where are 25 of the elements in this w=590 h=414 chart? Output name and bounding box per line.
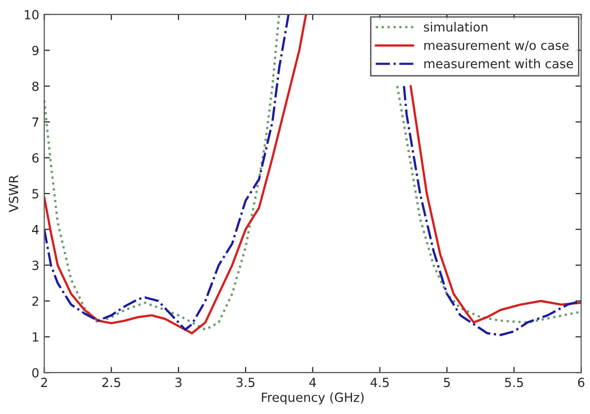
legend-label: simulation — [424, 22, 488, 32]
x-tick-label: 3.5 — [236, 378, 254, 388]
legend-label: measurement with case — [424, 58, 573, 68]
y-tick-label: 7 — [32, 118, 38, 127]
y-axis-title: VSWR — [8, 175, 18, 212]
x-tick-label: 2 — [41, 378, 47, 387]
y-tick-label: 6 — [32, 153, 39, 163]
x-tick-label: 4.5 — [370, 378, 389, 388]
y-tick-label: 9 — [32, 46, 39, 56]
x-tick-label: 6 — [578, 378, 584, 388]
y-tick-label: 1 — [32, 332, 38, 342]
x-tick-label: 5.5 — [505, 378, 523, 388]
y-tick-label: 3 — [32, 260, 38, 270]
legend-label: measurement w/o case — [424, 40, 569, 51]
y-tick-label: 4 — [32, 224, 39, 234]
y-tick-label: 0 — [32, 368, 39, 378]
y-tick-label: 2 — [32, 296, 38, 306]
x-tick-label: 3 — [175, 378, 182, 388]
x-tick-label: 5 — [444, 378, 450, 388]
x-tick-label: 2.5 — [102, 378, 120, 388]
y-tick-label: 8 — [32, 82, 39, 92]
y-tick-label: 5 — [32, 189, 38, 198]
x-tick-label: 4 — [309, 378, 316, 387]
y-tick-label: 10 — [24, 10, 39, 20]
x-axis-title: Frequency (GHz) — [262, 392, 364, 404]
